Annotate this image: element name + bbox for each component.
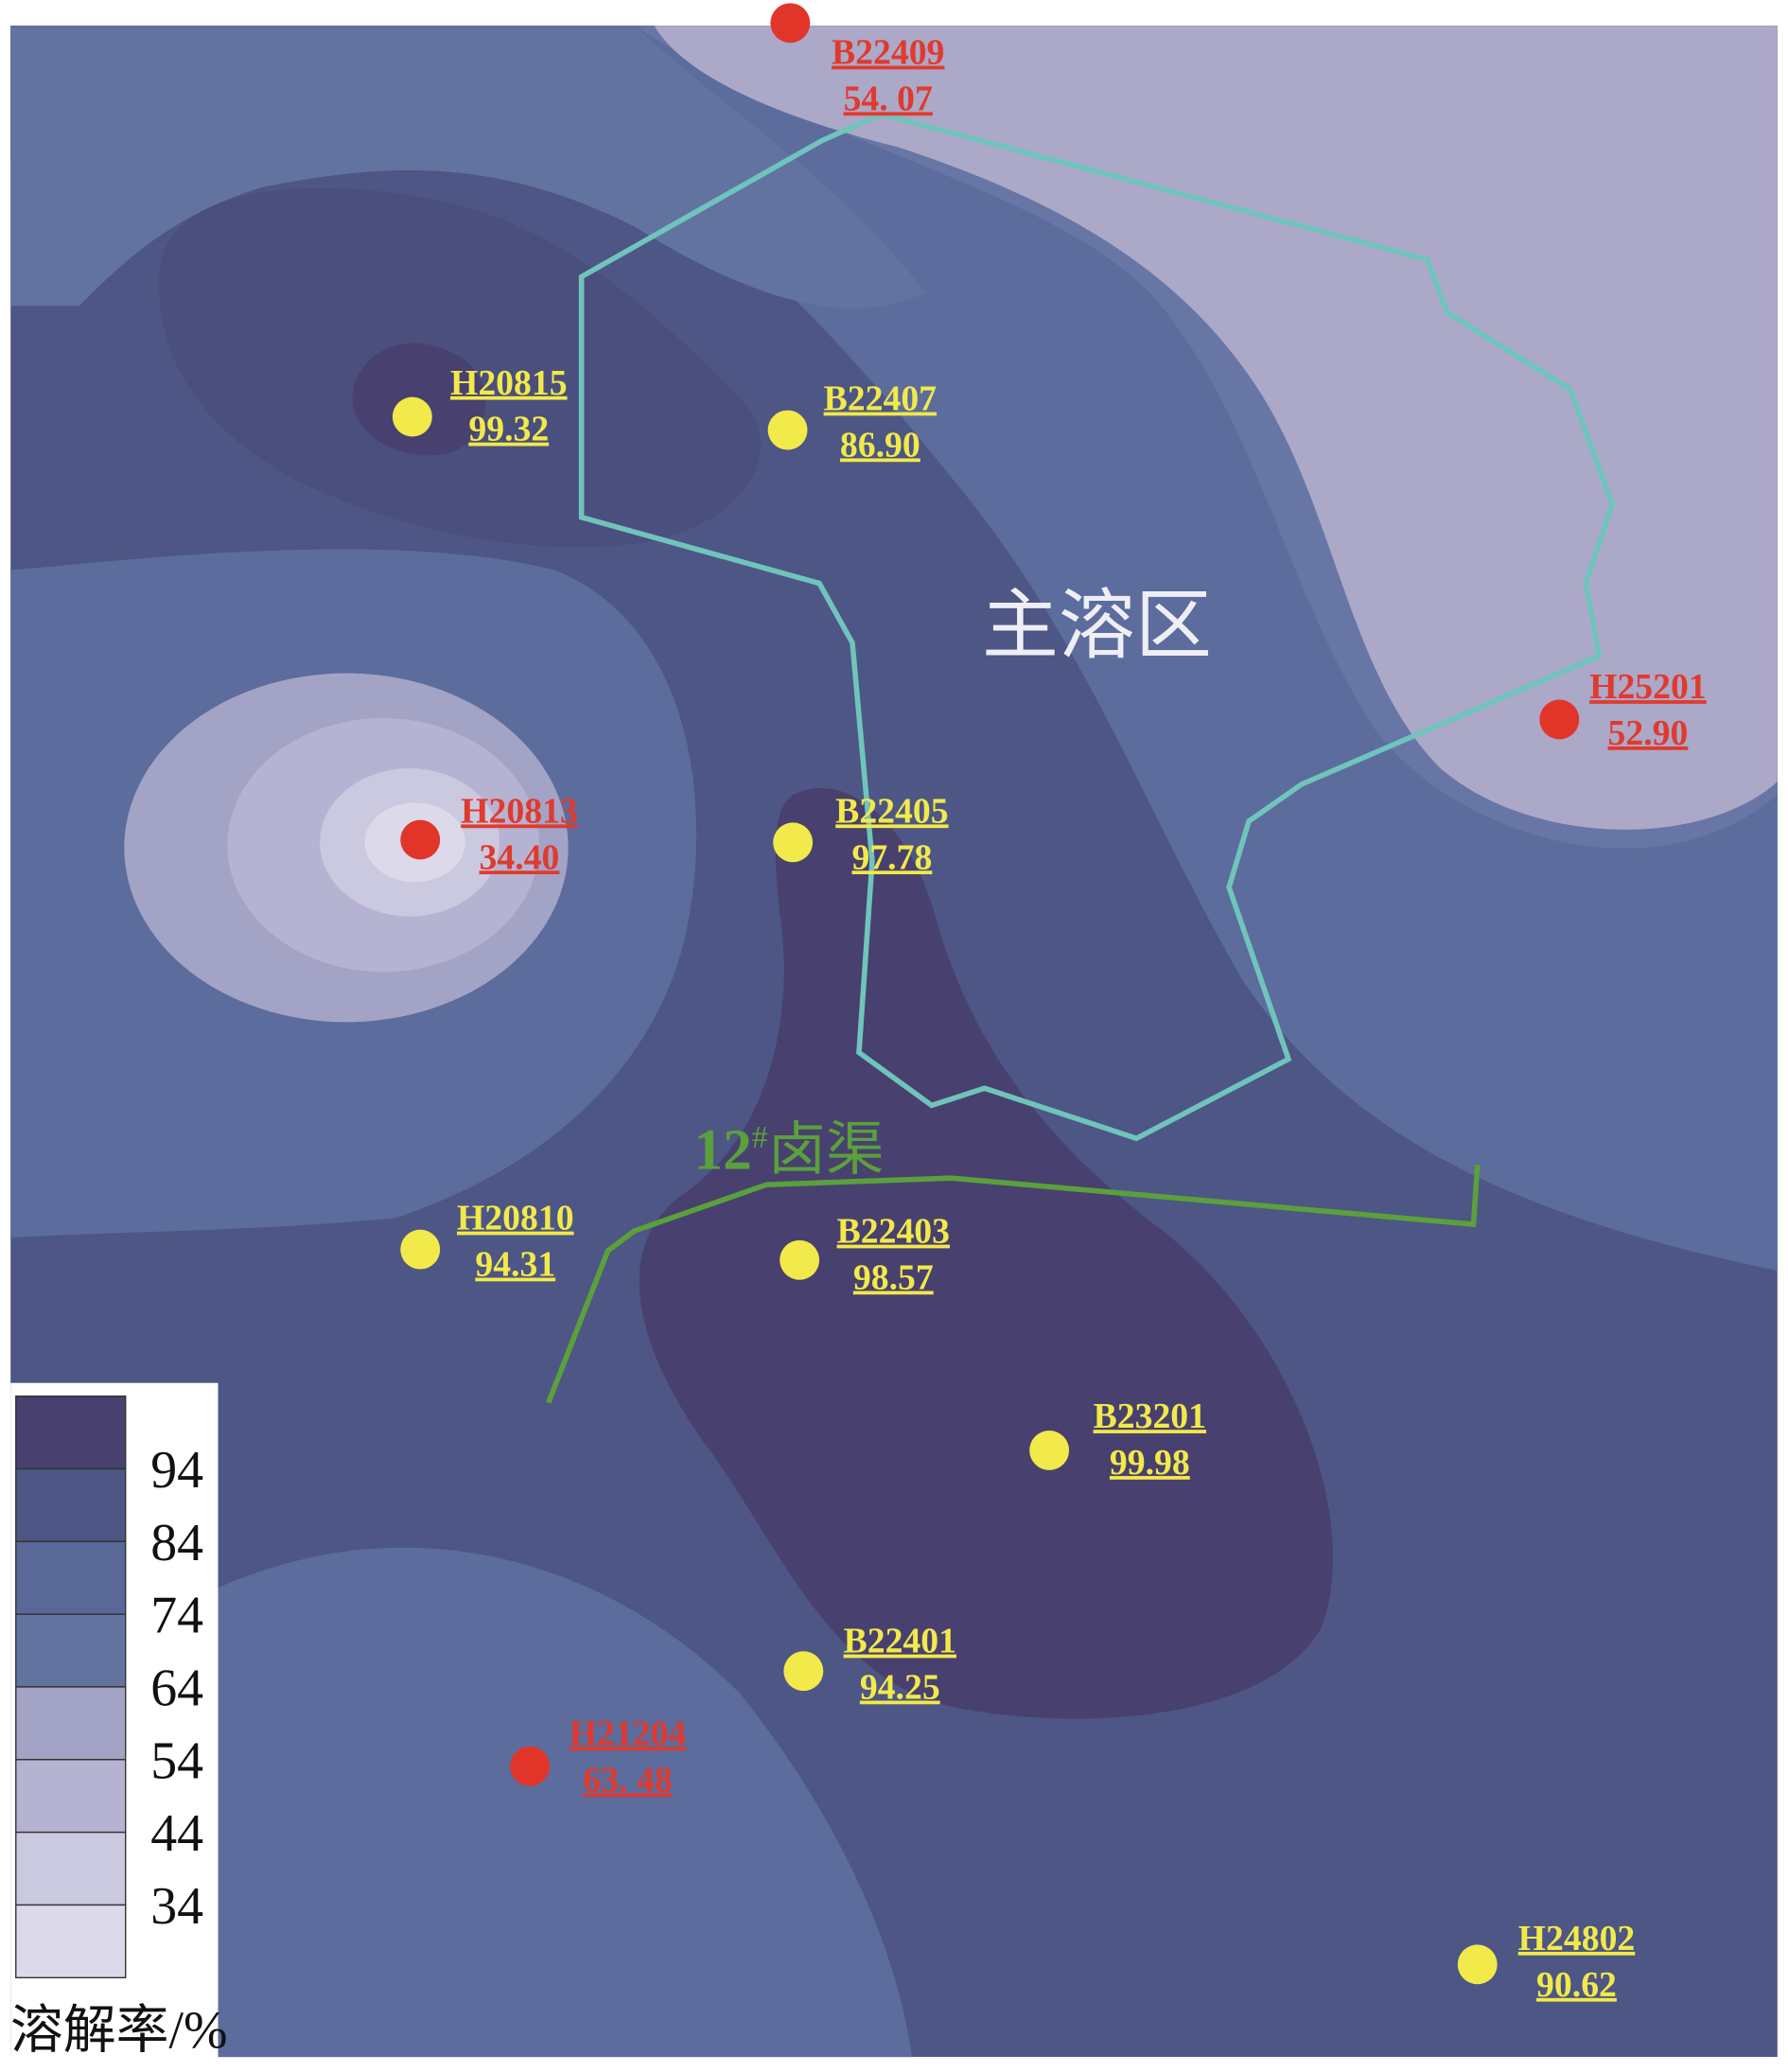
wells: B22409 54. 07 H20815 99.32 B22407 86.90 H25201… <box>392 3 1707 2005</box>
legend-swatch <box>15 1613 127 1688</box>
well-name: B22401 <box>844 1622 956 1661</box>
legend-swatch <box>15 1540 127 1615</box>
well-value: 97.78 <box>851 837 932 877</box>
well-value: 86.90 <box>840 425 920 465</box>
well-name: B23201 <box>1094 1396 1206 1436</box>
well-name: H21204 <box>570 1713 687 1753</box>
zone-boundary <box>578 111 1616 1142</box>
zone-label: 主溶区 <box>982 582 1212 671</box>
channel-label: 12#卤渠 <box>693 1115 884 1183</box>
well-dot <box>780 1239 820 1280</box>
legend: 94 84 74 64 54 44 34 <box>15 1395 203 1978</box>
well-name: B22407 <box>824 379 937 419</box>
well-dot <box>1539 699 1580 740</box>
well-value: 54. 07 <box>844 79 933 118</box>
legend-swatch <box>15 1467 127 1543</box>
well-dot <box>510 1746 551 1786</box>
well-name: B22409 <box>832 33 944 73</box>
contour-74 <box>218 1547 912 2058</box>
contour-94 <box>639 787 1333 1719</box>
legend-swatch <box>15 1904 127 1978</box>
legend-level: 44 <box>150 1804 203 1863</box>
legend-level: 74 <box>150 1587 203 1645</box>
well-value: 63. 48 <box>583 1760 672 1800</box>
well-value: 52.90 <box>1608 713 1689 753</box>
legend-level: 64 <box>150 1659 203 1718</box>
well-dot <box>1457 1944 1498 1985</box>
legend-level: 54 <box>150 1731 203 1790</box>
contour-54 <box>654 26 1778 830</box>
well-value: 99.32 <box>468 410 549 449</box>
well-dot <box>392 396 432 437</box>
well-name: H25201 <box>1589 667 1707 707</box>
well-dot <box>400 1229 441 1270</box>
well-name: H20810 <box>457 1199 574 1238</box>
legend-swatch <box>15 1831 127 1906</box>
well-value: 99.98 <box>1110 1443 1190 1483</box>
channel-mark: # <box>752 1120 768 1155</box>
well-name: B22405 <box>835 791 948 831</box>
well-dot <box>773 822 814 863</box>
legend-swatch <box>15 1759 127 1834</box>
well-dot <box>1029 1430 1070 1470</box>
channel-name: 卤渠 <box>768 1115 885 1183</box>
well-dot <box>400 819 441 860</box>
legend-title: 溶解率/% <box>10 2001 228 2060</box>
contour-64 <box>10 26 925 308</box>
legend-level: 94 <box>150 1441 203 1500</box>
well-dot <box>770 3 811 44</box>
well-value: 94.31 <box>475 1245 555 1285</box>
well-name: H24802 <box>1518 1919 1636 1958</box>
well-dot <box>767 410 808 450</box>
well-value: 94.25 <box>860 1668 940 1708</box>
contours <box>10 26 1778 2058</box>
legend-swatch <box>15 1686 127 1761</box>
channel-number: 12 <box>693 1117 751 1182</box>
brine-channel <box>546 1165 1481 1404</box>
well-name: B22403 <box>837 1212 950 1252</box>
legend-level: 84 <box>150 1514 203 1572</box>
well-value: 34.40 <box>480 837 560 877</box>
well-value: 98.57 <box>853 1258 934 1298</box>
well-value: 90.62 <box>1536 1965 1617 2005</box>
legend-swatch <box>15 1395 127 1470</box>
legend-level: 34 <box>150 1877 203 1936</box>
well-name: H20815 <box>450 363 568 403</box>
well-dot <box>783 1651 824 1692</box>
well-name: H20813 <box>461 791 578 831</box>
